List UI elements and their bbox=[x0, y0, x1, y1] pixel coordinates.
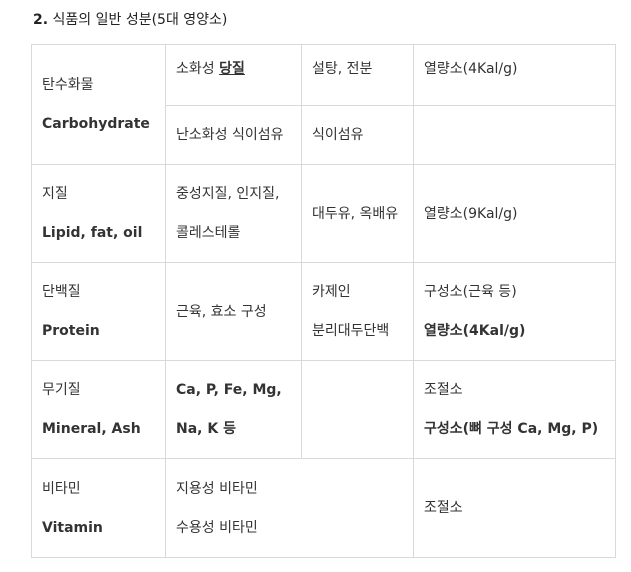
role-line: 열량소(4Kal/g) bbox=[424, 323, 526, 339]
role-text: 열량소(9Kal/g) bbox=[424, 205, 518, 222]
table-row: 비타민 Vitamin 지용성 비타민 수용성 비타민 조절소 bbox=[31, 458, 616, 558]
role-line: 조절소 bbox=[424, 382, 463, 398]
role-cell: 구성소(근육 등) 열량소(4Kal/g) bbox=[413, 262, 616, 361]
food-cell: 식이섬유 bbox=[301, 105, 414, 165]
type-text: 근육, 효소 구성 bbox=[176, 303, 267, 320]
nutrient-name-ko: 비타민 bbox=[42, 480, 81, 497]
food-text: 설탕, 전분 bbox=[312, 61, 373, 77]
type-line: 지용성 비타민 bbox=[176, 480, 258, 497]
nutrient-name-en: Vitamin bbox=[42, 519, 103, 536]
type-cell: 난소화성 식이섬유 bbox=[165, 105, 302, 165]
type-cell: 근육, 효소 구성 bbox=[165, 262, 302, 361]
food-cell bbox=[301, 360, 414, 459]
nutrient-name-en: Mineral, Ash bbox=[42, 421, 141, 437]
nutrient-table: 탄수화물 Carbohydrate 소화성 당질 설탕, 전분 열량소(4Kal… bbox=[31, 44, 616, 558]
food-line: 카제인 bbox=[312, 284, 351, 300]
type-line: 수용성 비타민 bbox=[176, 519, 258, 536]
table-row: 무기질 Mineral, Ash Ca, P, Fe, Mg, Na, K 등 … bbox=[31, 360, 616, 459]
role-text: 열량소(4Kal/g) bbox=[424, 61, 518, 77]
type-text: 소화성 bbox=[176, 61, 220, 77]
nutrient-name-cell: 탄수화물 Carbohydrate bbox=[31, 44, 166, 165]
nutrient-name-ko: 무기질 bbox=[42, 382, 81, 398]
type-emphasis: 당질 bbox=[219, 61, 245, 77]
table-row: 탄수화물 Carbohydrate 소화성 당질 설탕, 전분 열량소(4Kal… bbox=[31, 44, 616, 165]
table-row: 단백질 Protein 근육, 효소 구성 카제인 분리대두단백 구성소(근육 … bbox=[31, 262, 616, 361]
nutrient-name-cell: 단백질 Protein bbox=[31, 262, 166, 361]
food-cell: 대두유, 옥배유 bbox=[301, 164, 414, 263]
nutrient-name-cell: 지질 Lipid, fat, oil bbox=[31, 164, 166, 263]
section-number: 2. bbox=[33, 12, 49, 28]
type-line: 중성지질, 인지질, bbox=[176, 186, 280, 202]
nutrient-name-cell: 비타민 Vitamin bbox=[31, 458, 166, 558]
role-line: 구성소(근육 등) bbox=[424, 284, 517, 300]
food-cell: 설탕, 전분 bbox=[301, 44, 414, 106]
role-text: 조절소 bbox=[424, 500, 463, 516]
type-cell: Ca, P, Fe, Mg, Na, K 등 bbox=[165, 360, 302, 459]
role-cell bbox=[413, 105, 616, 165]
nutrient-name-en: Protein bbox=[42, 323, 100, 339]
role-cell: 열량소(9Kal/g) bbox=[413, 164, 616, 263]
table-row: 지질 Lipid, fat, oil 중성지질, 인지질, 콜레스테롤 대두유,… bbox=[31, 164, 616, 263]
nutrient-name-en: Carbohydrate bbox=[42, 116, 150, 132]
food-text: 식이섬유 bbox=[312, 127, 364, 143]
nutrient-name-en: Lipid, fat, oil bbox=[42, 225, 143, 241]
section-heading: 2. 식품의 일반 성분(5대 영양소) bbox=[33, 9, 227, 29]
food-text: 대두유, 옥배유 bbox=[312, 205, 399, 222]
nutrient-name-cell: 무기질 Mineral, Ash bbox=[31, 360, 166, 459]
nutrient-name-ko: 탄수화물 bbox=[42, 77, 94, 93]
type-text: 난소화성 식이섬유 bbox=[176, 127, 284, 143]
role-cell: 조절소 bbox=[413, 458, 616, 558]
nutrient-name-ko: 단백질 bbox=[42, 284, 81, 300]
section-title: 식품의 일반 성분(5대 영양소) bbox=[52, 12, 228, 28]
type-cell: 소화성 당질 bbox=[165, 44, 302, 106]
table-row: 난소화성 식이섬유 식이섬유 bbox=[32, 105, 616, 165]
type-cell: 중성지질, 인지질, 콜레스테롤 bbox=[165, 164, 302, 263]
type-line: Ca, P, Fe, Mg, bbox=[176, 382, 282, 398]
type-line: Na, K 등 bbox=[176, 421, 236, 437]
role-cell: 열량소(4Kal/g) bbox=[413, 44, 616, 106]
type-line: 콜레스테롤 bbox=[176, 225, 241, 241]
food-cell: 카제인 분리대두단백 bbox=[301, 262, 414, 361]
role-line: 구성소(뼈 구성 Ca, Mg, P) bbox=[424, 421, 599, 437]
role-cell: 조절소 구성소(뼈 구성 Ca, Mg, P) bbox=[413, 360, 616, 459]
type-cell: 지용성 비타민 수용성 비타민 bbox=[165, 458, 414, 558]
food-line: 분리대두단백 bbox=[312, 323, 390, 339]
nutrient-name-ko: 지질 bbox=[42, 186, 68, 202]
